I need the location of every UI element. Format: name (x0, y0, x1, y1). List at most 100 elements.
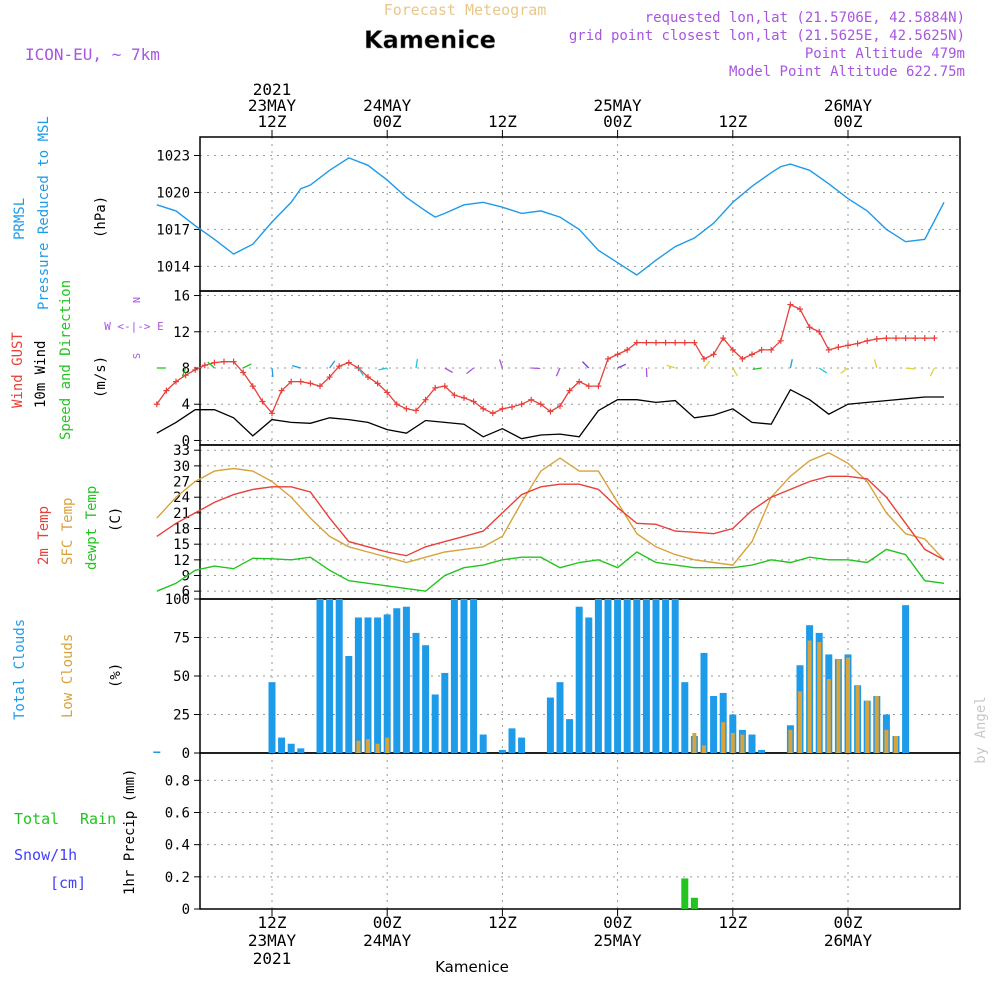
temperature-tick-label: 15 (173, 537, 190, 553)
total-cloud-bar (268, 682, 276, 753)
low-cloud-bar (798, 691, 802, 753)
wind-10m-label: 10m Wind (33, 341, 49, 408)
wind-gust-marker (864, 337, 871, 344)
wind-direction-arrow (291, 365, 301, 369)
total-cloud-bar (518, 737, 526, 753)
wind-gust-marker (854, 340, 861, 347)
wind-gust-marker (643, 339, 650, 346)
product-title: Forecast Meteogram (384, 1, 547, 19)
pressure-tick-label: 1014 (156, 259, 190, 275)
wind-gust-marker (403, 405, 410, 412)
total-cloud-bar (470, 599, 478, 753)
wind-gust-marker (249, 383, 256, 390)
wind-direction-arrow (666, 364, 676, 369)
wind-direction-arrow (242, 363, 252, 369)
clouds-tick-label: 25 (173, 708, 190, 724)
wind-gust-marker (873, 336, 880, 343)
low-cloud-bar (884, 729, 889, 753)
total-cloud-bar (297, 748, 305, 753)
low-cloud-bar (874, 696, 879, 753)
total-cloud-bar (633, 599, 641, 753)
bottom-time-label: 2021 (253, 949, 292, 968)
wind-gust-marker (470, 398, 477, 405)
wind-direction-arrow (466, 367, 475, 375)
clouds-tick-label: 0 (182, 746, 190, 762)
temperature-tick-label: 24 (173, 490, 190, 506)
temperature-tick-label: 30 (173, 459, 190, 475)
total-cloud-bar (354, 617, 362, 753)
low-cloud-bar (730, 732, 735, 753)
wind-direction-arrow (329, 360, 336, 369)
low-cloud-bar (836, 659, 841, 753)
wind-gust-marker (288, 378, 295, 385)
total-cloud-bar (546, 697, 554, 753)
credit-watermark: by Angel (973, 696, 989, 763)
wind-gust-marker (614, 351, 621, 358)
low-cloud-bar (375, 743, 380, 753)
low-cloud-bar (807, 640, 812, 753)
wind-gust-marker (211, 359, 218, 366)
total-cloud-bar (585, 617, 593, 753)
bottom-time-label: 00Z (373, 913, 402, 932)
dewpt-temp-line (156, 548, 945, 592)
wind-gust-marker (710, 351, 717, 358)
total-cloud-bar (604, 599, 612, 753)
bottom-time-label: 24MAY (363, 931, 412, 950)
low-cloud-bar (894, 736, 898, 753)
wind-gust-marker (729, 346, 736, 353)
wind-gust-marker (221, 358, 227, 365)
top-time-label: 12Z (258, 112, 287, 131)
total-cloud-bar (508, 728, 516, 753)
low-cloud-bar (788, 729, 793, 753)
top-time-label: 2021 (253, 80, 292, 99)
total-cloud-bar (278, 737, 286, 753)
total-cloud-bar (902, 605, 910, 753)
total-cloud-bar (479, 734, 487, 753)
location-title: Kamenice (364, 26, 496, 54)
bottom-time-label: 25MAY (594, 931, 643, 950)
wind-gust-marker (672, 339, 679, 346)
total-cloud-bar (642, 599, 650, 753)
temperature-tick-label: 6 (182, 584, 190, 600)
wind-gust-marker (624, 346, 631, 353)
wind-direction-arrow (415, 359, 419, 369)
total-cloud-bar (335, 599, 343, 753)
wind-gust-marker (720, 335, 727, 342)
wind-gust-marker (595, 383, 602, 390)
wind-gust-marker (336, 363, 343, 370)
top-time-label: 00Z (603, 112, 632, 131)
total-cloud-bar (662, 599, 670, 753)
total-cloud-bar (614, 599, 622, 753)
temp-sfc-label: SFC Temp (60, 498, 76, 565)
total-cloud-bar (441, 672, 449, 753)
requested-coords: requested lon,lat (21.5706E, 42.5884N) (645, 10, 965, 26)
wind-gust-marker (528, 396, 535, 403)
wind-direction-arrow (617, 363, 627, 369)
wind-gust-marker (432, 384, 439, 391)
total-cloud-bar (345, 655, 353, 753)
total-cloud-bar (623, 599, 631, 753)
precip-tick-label: 0.8 (165, 773, 190, 789)
wind-gust-marker (893, 335, 899, 342)
precip-frame (199, 752, 961, 910)
wind-gust-marker (326, 374, 333, 381)
total-cloud-bar (594, 599, 602, 753)
low-cloud-bar (721, 722, 726, 753)
total-cloud-bar (153, 751, 161, 753)
wind-gust-marker (749, 351, 755, 358)
wind-direction-arrow (818, 367, 828, 374)
total-cloud-bar (566, 719, 574, 753)
wind-tick-label: 16 (173, 289, 190, 305)
model-altitude: Model Point Altitude 622.75m (729, 64, 965, 80)
low-cloud-bar (855, 685, 860, 753)
clouds-tick-label: 50 (173, 669, 190, 685)
wind-gust-marker (153, 401, 160, 408)
wind-direction-arrow (271, 367, 274, 378)
bottom-time-label: 26MAY (824, 931, 873, 950)
wind-gust-marker (201, 362, 208, 369)
total-cloud-bar (316, 599, 324, 753)
temp-2m-line (156, 475, 945, 561)
total-cloud-bar (575, 606, 583, 753)
wind-gust-marker (576, 378, 583, 385)
clouds-low-label: Low Clouds (60, 634, 76, 718)
